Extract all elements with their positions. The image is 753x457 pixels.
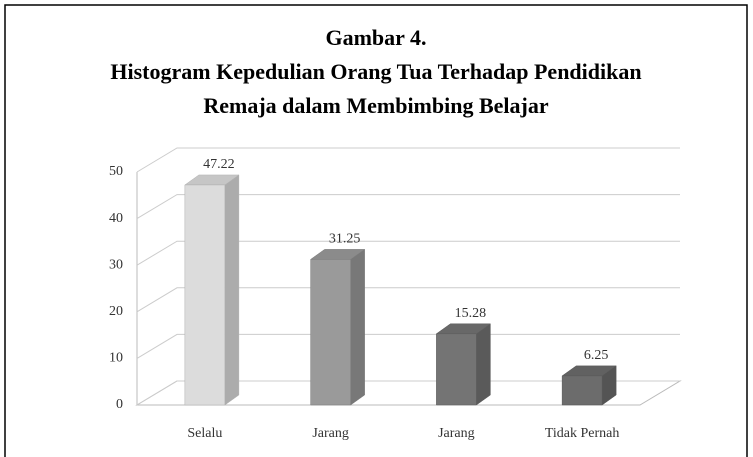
y-tick-label: 40 xyxy=(109,211,123,226)
grid-line xyxy=(136,333,680,359)
grid-line xyxy=(136,240,680,266)
bar xyxy=(309,248,366,406)
bar-face xyxy=(310,259,351,406)
value-label: 47.22 xyxy=(203,157,235,172)
chart-title: Remaja dalam Membimbing Belajar xyxy=(203,93,548,118)
y-tick-label: 50 xyxy=(109,164,123,179)
x-tick-label: Selalu xyxy=(187,426,222,441)
bar-face xyxy=(184,184,226,406)
x-tick-label: Jarang xyxy=(438,426,475,441)
bar-face xyxy=(561,375,603,406)
grid-line xyxy=(136,194,680,220)
y-tick-label: 10 xyxy=(109,351,123,366)
frame xyxy=(4,4,748,457)
bar xyxy=(435,323,492,406)
bar xyxy=(561,365,617,406)
grid-line xyxy=(136,147,680,173)
y-tick-label: 20 xyxy=(109,304,123,319)
bar-face xyxy=(224,174,240,406)
value-label: 6.25 xyxy=(584,348,609,363)
bar-face xyxy=(350,248,365,406)
chart-title: Gambar 4. xyxy=(325,25,426,50)
value-label: 15.28 xyxy=(455,306,487,321)
chart-title: Histogram Kepedulian Orang Tua Terhadap … xyxy=(110,59,641,84)
grid-line xyxy=(136,380,680,406)
x-tick-label: Jarang xyxy=(312,426,349,441)
grid-line xyxy=(136,287,680,313)
x-tick-label: Tidak Pernah xyxy=(545,426,620,441)
value-label: 31.25 xyxy=(329,232,361,247)
bar-face xyxy=(476,323,491,406)
bar xyxy=(184,174,240,406)
y-tick-label: 30 xyxy=(109,257,123,272)
bar-face xyxy=(436,333,477,406)
y-tick-label: 0 xyxy=(116,397,123,412)
